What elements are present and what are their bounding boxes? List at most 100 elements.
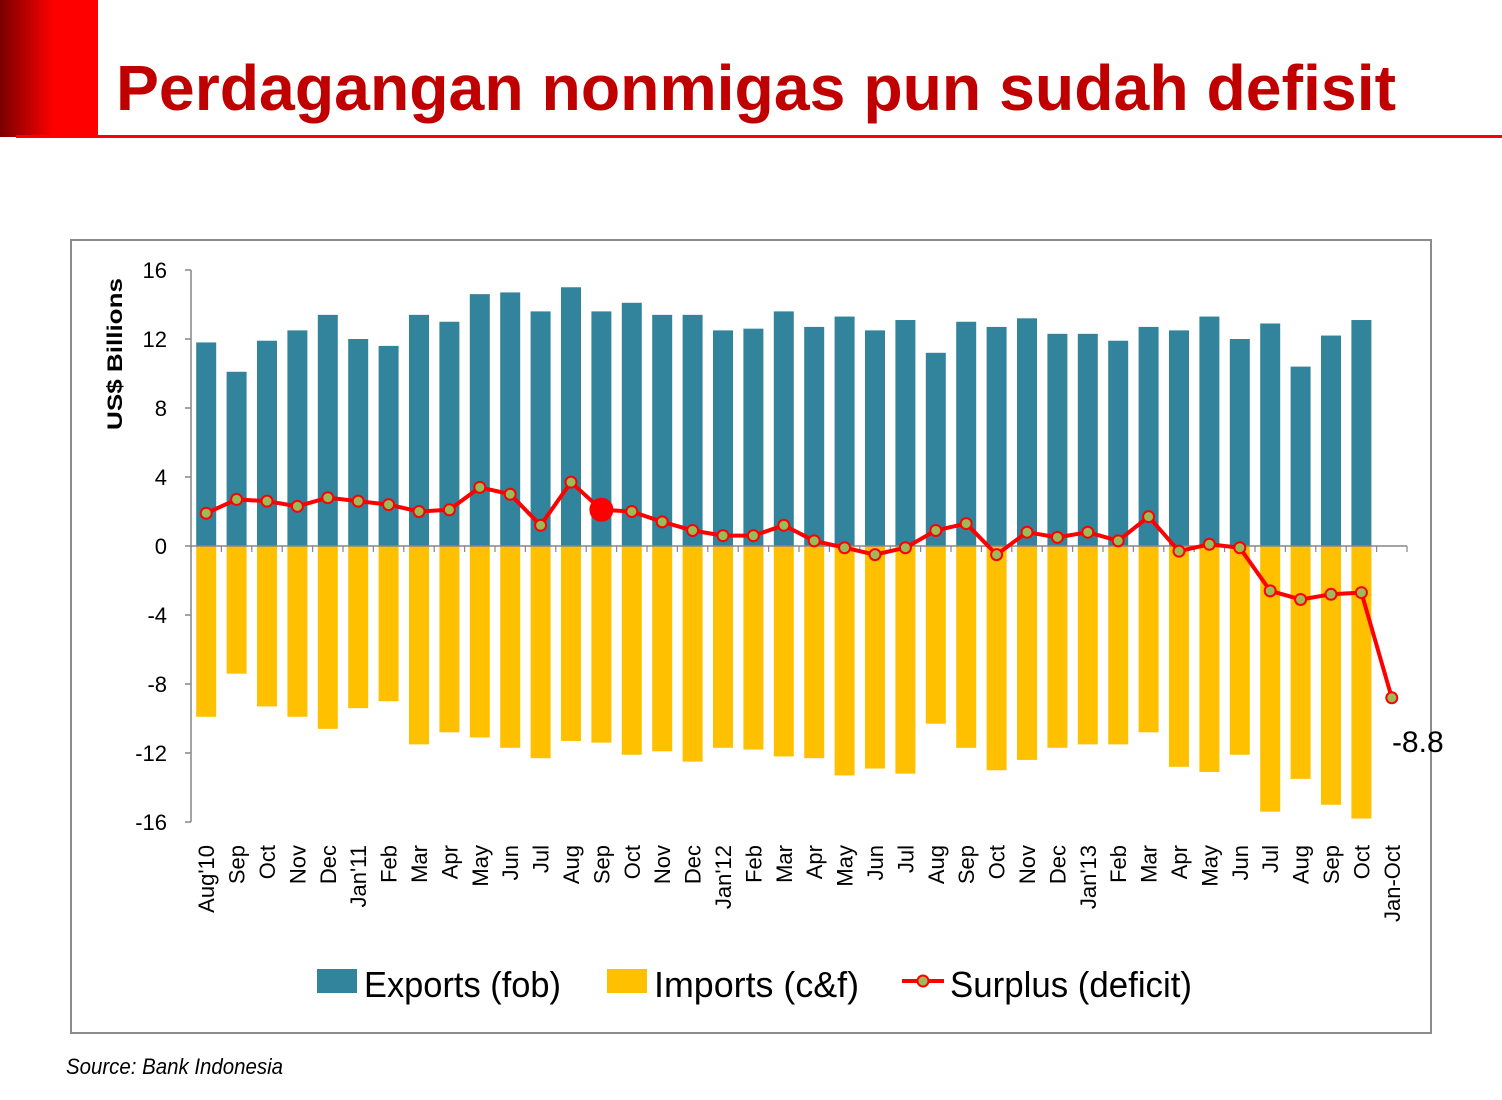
x-tick-label: Oct: [255, 845, 280, 879]
surplus-point: [746, 529, 760, 543]
x-tick-label: Jul: [1258, 845, 1283, 873]
legend-label-imports: Imports (c&f): [654, 964, 859, 1005]
surplus-point: [716, 529, 730, 543]
legend-swatch-exports: [317, 969, 357, 993]
import-bar: [1321, 546, 1341, 805]
export-bar: [1351, 320, 1372, 546]
x-tick-label: Feb: [1106, 845, 1131, 883]
export-bar: [1229, 339, 1250, 546]
import-bar: [348, 546, 369, 709]
x-tick-label: Mar: [772, 845, 797, 883]
x-tick-label: Apr: [1167, 845, 1192, 879]
x-tick-label: Nov: [285, 845, 310, 884]
import-bar: [469, 546, 490, 738]
surplus-point: [260, 494, 274, 508]
import-bar: [986, 546, 1007, 771]
surplus-point: [1385, 691, 1399, 705]
export-bar: [1108, 340, 1129, 546]
import-bar: [226, 546, 247, 674]
surplus-point: [412, 505, 426, 518]
export-bar: [196, 342, 217, 546]
x-tick-label: Sep: [225, 845, 250, 884]
export-bar: [652, 314, 673, 546]
surplus-point: [1172, 544, 1186, 558]
export-bar: [713, 330, 733, 546]
x-tick-label: Oct: [1349, 845, 1374, 879]
surplus-point: [1202, 537, 1216, 551]
x-tick-label: Nov: [1015, 845, 1040, 884]
x-tick-label: Jun: [1228, 845, 1253, 880]
surplus-point: [625, 505, 639, 518]
legend-label-surplus: Surplus (deficit): [950, 964, 1192, 1005]
export-bar: [1199, 316, 1220, 546]
import-bar: [591, 546, 612, 743]
import-bar: [865, 546, 885, 769]
surplus-point: [959, 517, 973, 531]
import-bar: [1229, 546, 1250, 755]
x-tick-label: Apr: [802, 845, 827, 879]
surplus-point: [1233, 541, 1247, 555]
export-bar: [682, 314, 703, 546]
x-tick-label: Dec: [1045, 845, 1070, 884]
header-underline: [16, 135, 1502, 138]
x-tick-label: May: [468, 845, 493, 887]
x-tick-label: Aug: [924, 845, 949, 884]
x-tick-label: Oct: [620, 845, 645, 879]
import-bar: [561, 546, 581, 741]
x-tick-label: Dec: [681, 845, 706, 884]
export-bar: [1321, 335, 1341, 546]
x-tick-label: Feb: [377, 845, 402, 883]
y-tick-label: -8: [147, 672, 167, 697]
y-tick-label: -4: [147, 603, 167, 628]
export-bar: [530, 311, 551, 546]
x-tick-label: May: [1197, 845, 1222, 887]
x-tick-label: Aug: [559, 845, 584, 884]
import-bar: [956, 546, 977, 748]
legend-label-exports: Exports (fob): [364, 964, 561, 1005]
import-bar: [1077, 546, 1098, 745]
export-bar: [1017, 318, 1037, 546]
y-tick-label: 4: [155, 465, 167, 490]
surplus-point: [777, 518, 791, 532]
source-note: Source: Bank Indonesia: [66, 1054, 283, 1079]
surplus-line: [205, 480, 1394, 699]
y-tick-label: -12: [135, 741, 167, 766]
surplus-point: [382, 498, 396, 512]
y-tick-label: 8: [155, 396, 167, 421]
x-tick-label: Nov: [650, 845, 675, 884]
surplus-point: [199, 506, 213, 520]
import-bar: [621, 546, 642, 755]
import-bar: [257, 546, 277, 707]
surplus-point: [1020, 525, 1034, 539]
surplus-point: [534, 518, 548, 532]
x-tick-label: May: [833, 845, 858, 887]
surplus-point: [686, 523, 700, 537]
import-bar: [287, 546, 308, 717]
surplus-point: [321, 491, 335, 505]
surplus-point: [807, 534, 821, 548]
export-bar: [317, 314, 338, 546]
import-bar: [1199, 546, 1220, 772]
export-bar: [986, 326, 1007, 546]
export-bar: [1290, 366, 1311, 546]
import-bar: [196, 546, 217, 717]
import-bar: [895, 546, 916, 774]
surplus-point: [1050, 530, 1064, 544]
x-tick-label: Sep: [589, 845, 614, 884]
surplus-point: [1081, 525, 1095, 539]
export-bar: [469, 294, 490, 546]
surplus-point: [655, 515, 669, 529]
export-bar: [287, 330, 308, 546]
x-tick-label: Jun: [498, 845, 523, 880]
header-accent-block: [0, 0, 98, 137]
import-bar: [530, 546, 551, 759]
y-tick-label: 16: [143, 258, 167, 283]
y-axis-title: US$ Billions: [104, 278, 127, 430]
import-bar: [743, 546, 764, 750]
export-bar: [561, 287, 581, 546]
export-bar: [1047, 333, 1068, 546]
surplus-point: [230, 492, 244, 506]
surplus-point: [351, 494, 365, 508]
surplus-point: [990, 548, 1004, 562]
